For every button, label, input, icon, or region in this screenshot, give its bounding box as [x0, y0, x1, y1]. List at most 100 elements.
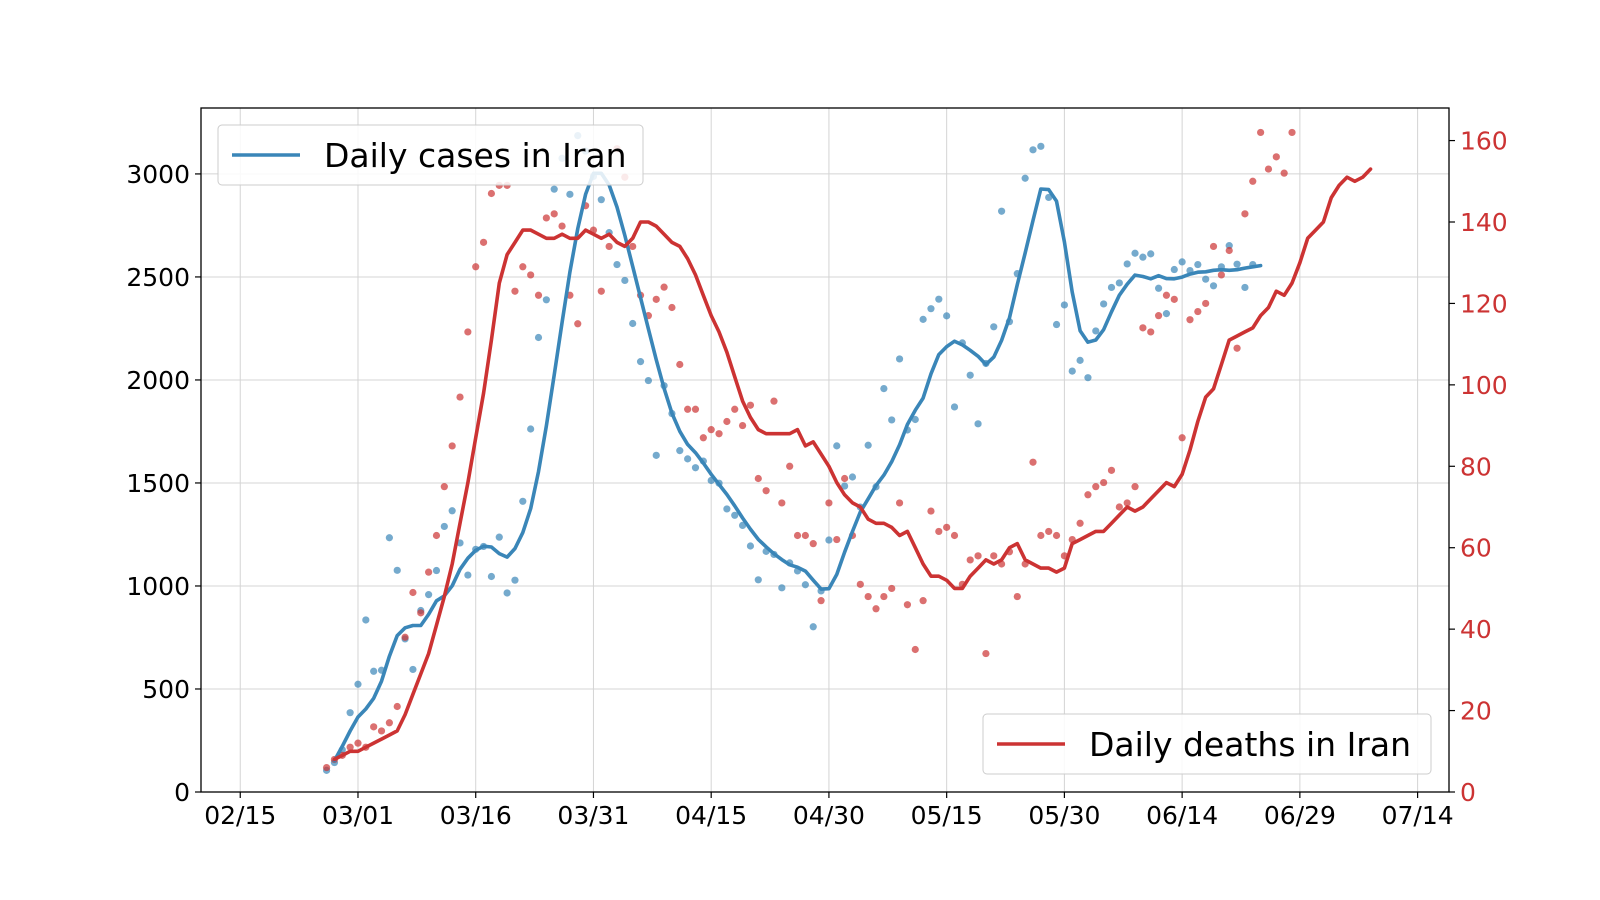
cases-point — [652, 451, 660, 459]
x-tick-label: 02/15 — [204, 801, 276, 830]
cases-point — [676, 447, 684, 455]
cases-point — [1131, 249, 1139, 257]
deaths-point — [409, 588, 417, 597]
y-right-tick-label: 60 — [1460, 534, 1492, 563]
cases-point — [754, 576, 762, 584]
deaths-point — [1170, 295, 1178, 303]
deaths-point — [322, 763, 331, 772]
cases-point — [495, 533, 503, 541]
deaths-point — [385, 719, 393, 727]
deaths-point — [1147, 328, 1155, 336]
deaths-point — [715, 430, 723, 438]
x-tick-label: 06/14 — [1146, 801, 1218, 830]
cases-point — [370, 667, 378, 675]
deaths-point — [943, 523, 951, 531]
deaths-point — [754, 474, 762, 483]
deaths-point — [550, 210, 558, 218]
deaths-point — [432, 531, 441, 540]
cases-point — [1147, 250, 1155, 258]
cases-point — [1084, 374, 1092, 382]
x-tick-label: 05/15 — [911, 801, 983, 830]
cases-point — [848, 473, 857, 481]
deaths-point — [425, 568, 433, 576]
cases-point — [723, 505, 731, 513]
deaths-point — [1257, 128, 1265, 137]
cases-point — [825, 536, 833, 544]
cases-point — [966, 371, 974, 379]
deaths-point — [738, 421, 747, 430]
cases-point — [362, 616, 370, 624]
deaths-point — [1052, 531, 1061, 540]
deaths-point — [731, 405, 739, 413]
cases-point — [1076, 356, 1084, 364]
cases-point — [990, 323, 998, 331]
cases-point — [534, 333, 543, 342]
x-tick-label: 05/30 — [1028, 801, 1100, 830]
deaths-point — [903, 601, 912, 609]
cases-point — [950, 403, 959, 411]
deaths-point — [542, 214, 550, 222]
deaths-point — [1264, 165, 1273, 173]
x-tick-label: 03/31 — [557, 801, 629, 830]
deaths-point — [1045, 527, 1053, 536]
y-left-tick-label: 1500 — [126, 469, 190, 498]
cases-point — [778, 584, 786, 592]
deaths-point — [691, 405, 700, 413]
deaths-point — [1225, 246, 1233, 255]
x-tick-label: 06/29 — [1264, 801, 1336, 830]
cases-point — [503, 589, 511, 597]
deaths-point — [558, 222, 566, 230]
y-left-tick-label: 0 — [174, 778, 190, 807]
legend-deaths-box — [982, 713, 1432, 775]
deaths-point — [1131, 483, 1139, 491]
y-right-tick-label: 40 — [1460, 615, 1492, 644]
deaths-point — [911, 645, 919, 654]
y-right-tick-label: 100 — [1460, 371, 1508, 400]
cases-point — [636, 358, 645, 366]
cases-point — [542, 296, 550, 304]
cases-point — [1029, 146, 1037, 154]
deaths-point — [888, 584, 896, 593]
deaths-point — [534, 291, 543, 299]
deaths-point — [1272, 153, 1280, 161]
y-left-tick-label: 500 — [142, 675, 190, 704]
deaths-point — [817, 597, 825, 605]
cases-point — [597, 196, 605, 204]
cases-point — [1139, 253, 1147, 261]
cases-point — [354, 680, 362, 688]
deaths-point — [833, 535, 841, 544]
legend-deaths: Daily deaths in Iran — [982, 713, 1432, 775]
cases-point — [880, 385, 888, 393]
cases-point — [1162, 310, 1171, 318]
cases-point — [1123, 260, 1131, 268]
cases-point — [1233, 260, 1241, 268]
y-right-tick-label: 160 — [1460, 127, 1508, 156]
cases-point — [644, 376, 652, 385]
deaths-point — [1280, 169, 1288, 177]
deaths-point — [982, 649, 990, 658]
cases-point — [919, 315, 927, 323]
cases-point — [935, 295, 943, 303]
deaths-point — [1092, 483, 1100, 491]
deaths-point — [519, 263, 527, 271]
cases-point — [1241, 283, 1249, 292]
x-tick-label: 04/15 — [675, 801, 747, 830]
y-right-tick-label: 80 — [1460, 452, 1492, 481]
x-tick-label: 03/16 — [440, 801, 512, 830]
legend-deaths-label: Daily deaths in Iran — [1089, 725, 1411, 764]
cases-point — [425, 591, 433, 599]
deaths-point — [1123, 499, 1131, 507]
legend-cases-box — [217, 124, 644, 186]
cases-point — [911, 415, 919, 424]
deaths-point — [597, 287, 605, 295]
cases-point — [1194, 260, 1202, 269]
deaths-point — [370, 723, 378, 731]
cases-point — [1045, 193, 1053, 202]
deaths-point — [1249, 177, 1257, 185]
y-left-tick-label: 3000 — [126, 160, 190, 189]
cases-point — [511, 576, 519, 584]
deaths-point — [676, 360, 684, 369]
deaths-point — [1013, 592, 1021, 601]
deaths-point — [935, 527, 943, 536]
deaths-point — [440, 483, 448, 491]
